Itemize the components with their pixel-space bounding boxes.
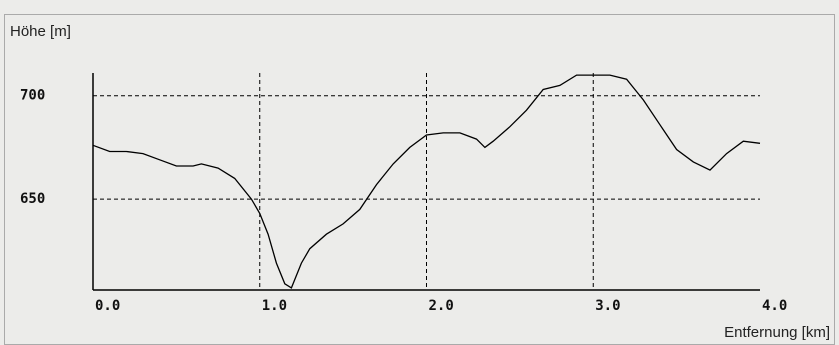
y-tick-label: 700	[20, 88, 45, 104]
y-tick-label: 650	[20, 191, 45, 207]
y-axis-label: Höhe [m]	[10, 23, 71, 40]
x-tick-label: 2.0	[429, 298, 454, 314]
elevation-line	[92, 74, 761, 289]
x-tick-label: 3.0	[595, 298, 620, 314]
x-tick-label: 1.0	[262, 298, 287, 314]
x-tick-label: 4.0	[762, 298, 787, 314]
x-axis-label: Entfernung [km]	[724, 324, 830, 341]
x-tick-label: 0.0	[95, 298, 120, 314]
